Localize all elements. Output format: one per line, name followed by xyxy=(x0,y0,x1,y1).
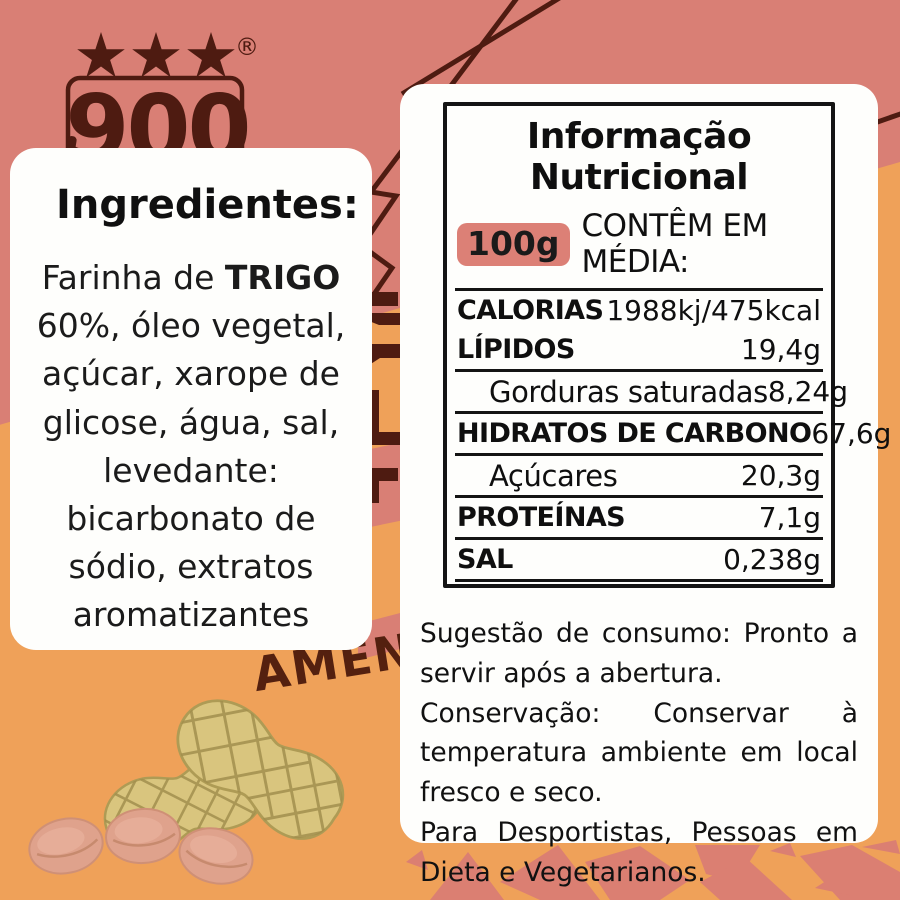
row-label: HIDRATOS DE CARBONO xyxy=(457,418,812,449)
table-divider xyxy=(455,495,823,498)
letter-fragments xyxy=(362,292,402,503)
table-divider xyxy=(455,288,823,291)
table-row: SAL 0,238g xyxy=(447,540,831,579)
note-suggestion: Sugestão de consumo: Pronto a servir apó… xyxy=(420,618,858,689)
row-value: 19,4g xyxy=(740,333,821,366)
row-label: LÍPIDOS xyxy=(457,334,575,365)
row-label: CALORIAS xyxy=(457,295,604,326)
table-row: Açúcares 20,3g xyxy=(447,456,831,495)
serving-size-badge: 100g xyxy=(457,222,570,266)
shatter-shapes xyxy=(406,840,900,900)
row-label: PROTEÍNAS xyxy=(457,502,626,533)
table-row: LÍPIDOS 19,4g xyxy=(447,330,831,369)
ingredients-panel: Ingredientes: Farinha de TRIGO 60%, óleo… xyxy=(10,148,372,650)
row-value: 67,6g xyxy=(811,417,892,450)
row-value: 20,3g xyxy=(740,459,821,492)
row-value: 8,24g xyxy=(767,375,848,408)
table-divider xyxy=(455,369,823,372)
star-icon xyxy=(132,32,180,78)
row-value: 7,1g xyxy=(758,501,821,534)
table-divider xyxy=(455,537,823,540)
star-icon xyxy=(77,32,125,78)
consumption-notes: Sugestão de consumo: Pronto a servir apó… xyxy=(420,614,858,892)
serving-text: CONTÊM EM MÉDIA: xyxy=(581,208,769,280)
row-value: 1988kj/475kcal xyxy=(606,294,821,327)
registered-trademark-icon: ® xyxy=(235,33,259,61)
ingredients-title: Ingredientes: xyxy=(56,182,359,228)
ingredients-text: 60%, óleo vegetal, açúcar, xarope de gli… xyxy=(36,306,346,635)
table-divider xyxy=(455,411,823,414)
note-audience: Para Desportistas, Pessoas em Dieta e Ve… xyxy=(420,816,858,888)
row-label: SAL xyxy=(457,544,513,575)
row-label: Gorduras saturadas xyxy=(489,374,768,409)
peanut-illustration xyxy=(22,668,368,893)
peanut-kernel-icon xyxy=(22,810,110,882)
row-value: 0,238g xyxy=(723,543,821,576)
ingredients-highlight: TRIGO xyxy=(224,258,341,297)
table-row: Gorduras saturadas 8,24g xyxy=(447,372,848,411)
serving-row: 100g CONTÊM EM MÉDIA: xyxy=(457,208,823,280)
table-row: CALORIAS 1988kj/475kcal xyxy=(447,291,831,330)
ingredients-text: Farinha de xyxy=(41,258,225,297)
table-row: PROTEÍNAS 7,1g xyxy=(447,498,831,537)
row-label: Açúcares xyxy=(489,458,618,493)
nutrition-table: Informação Nutricional 100g CONTÊM EM MÉ… xyxy=(443,102,891,588)
nutrition-title: Informação Nutricional xyxy=(526,116,752,198)
note-conservation: Conservação: Conservar à temperatura amb… xyxy=(420,697,858,809)
ingredients-body: Farinha de TRIGO 60%, óleo vegetal, açúc… xyxy=(34,254,348,639)
table-row: HIDRATOS DE CARBONO 67,6g xyxy=(447,414,891,453)
table-divider xyxy=(455,453,823,456)
star-icon xyxy=(187,32,235,78)
nutrition-panel: Informação Nutricional 100g CONTÊM EM MÉ… xyxy=(400,84,891,888)
table-divider xyxy=(455,579,823,582)
